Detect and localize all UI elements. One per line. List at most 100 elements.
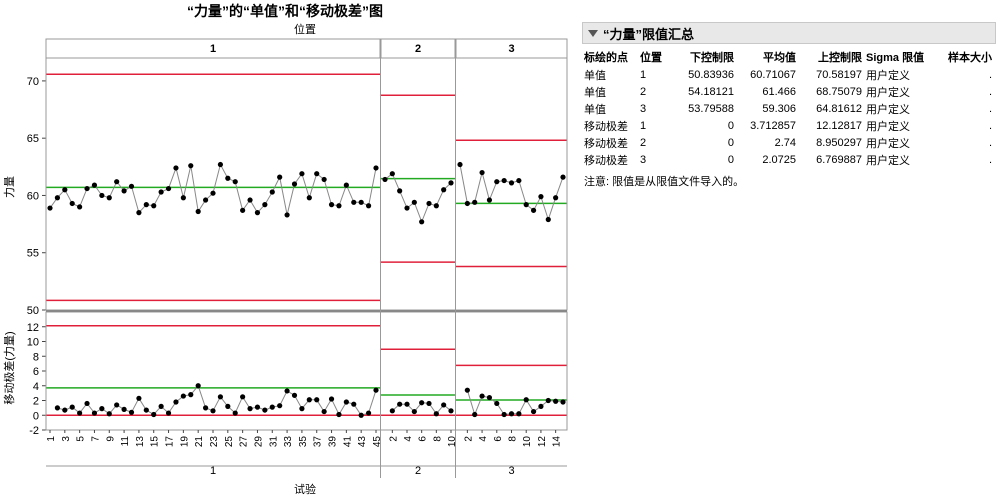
x-tick-label: 41: [342, 436, 353, 448]
individuals-point: [91, 182, 98, 188]
limits-note: 注意: 限值是从限值文件导入的。: [584, 176, 745, 188]
individuals-point: [358, 199, 364, 205]
moving-range-frame: [45, 311, 568, 431]
x-tick-label: 4: [403, 436, 414, 442]
moving-range-y-axis-title: 移动极差(力量): [2, 331, 16, 404]
cell-avg: 2.0725: [762, 153, 796, 166]
individuals-point: [77, 204, 83, 210]
x-tick-label: 8: [508, 436, 519, 442]
moving-range-point: [240, 394, 246, 400]
individuals-point: [306, 195, 312, 201]
individuals-point: [479, 169, 485, 176]
cell-avg: 59.306: [762, 102, 796, 115]
individuals-point: [128, 183, 135, 189]
limits-summary-panel: “力量”限值汇总 标绘的点 位置 下控制限 平均值 上控制限 Sigma 限值 …: [582, 22, 996, 189]
col-position: 位置: [640, 52, 662, 64]
cell-point: 移动极差: [584, 154, 628, 167]
cell-sample-size: .: [988, 68, 992, 81]
individuals-point: [173, 165, 179, 171]
cell-point: 移动极差: [584, 137, 628, 150]
cell-position: 2: [640, 85, 647, 98]
cell-ucl: 68.75079: [816, 85, 862, 98]
cell-sigma: 用户定义: [866, 69, 910, 82]
individuals-point: [441, 187, 447, 193]
individuals-point: [448, 180, 454, 186]
group-axis-title: 位置: [294, 22, 316, 36]
individuals-point: [464, 200, 470, 207]
x-axis-title: 试验: [294, 482, 316, 496]
phase-axis-label: 2: [415, 465, 421, 477]
moving-range-point: [262, 407, 268, 413]
x-tick-label: 43: [357, 436, 368, 448]
limits-table-header: 标绘的点 位置 下控制限 平均值 上控制限 Sigma 限值 样本大小: [584, 48, 996, 66]
x-tick-label: 33: [283, 436, 294, 448]
cell-position: 1: [640, 119, 647, 132]
moving-range-point: [545, 397, 551, 404]
cell-sample-size: .: [988, 85, 992, 98]
individuals-point: [545, 216, 551, 223]
moving-range-point: [404, 401, 410, 407]
moving-range-point: [336, 411, 342, 418]
individuals-point: [538, 194, 544, 200]
moving-range-point: [69, 404, 75, 410]
disclosure-triangle-icon[interactable]: [588, 29, 598, 37]
y-tick-label: -2: [29, 425, 39, 437]
y-tick-label: 65: [27, 133, 39, 145]
moving-range-point: [195, 383, 201, 389]
cell-lcl: 54.18121: [688, 85, 734, 98]
moving-range-point: [523, 397, 529, 403]
cell-position: 2: [640, 136, 647, 149]
individuals-point: [202, 197, 209, 203]
y-tick-label: 4: [33, 381, 39, 393]
individuals-point: [321, 176, 327, 183]
limits-table: 标绘的点 位置 下控制限 平均值 上控制限 Sigma 限值 样本大小 单值 1…: [584, 48, 996, 168]
moving-range-point: [373, 387, 379, 393]
individuals-series-line: [459, 164, 564, 222]
cell-point: 单值: [584, 69, 606, 82]
x-tick-label: 29: [253, 436, 264, 448]
moving-range-point: [516, 411, 522, 417]
x-tick-label: 2: [463, 436, 474, 442]
individuals-point: [240, 207, 246, 213]
col-ucl: 上控制限: [818, 52, 862, 64]
col-sample-size: 样本大小: [948, 52, 992, 64]
moving-range-point: [284, 388, 290, 394]
moving-range-point: [54, 405, 61, 411]
individuals-point: [328, 202, 335, 208]
col-sigma: Sigma 限值: [866, 52, 925, 64]
moving-range-point: [99, 406, 105, 412]
individuals-point: [411, 199, 417, 205]
moving-range-point: [389, 408, 395, 414]
moving-range-point: [472, 411, 478, 418]
individuals-point: [553, 195, 559, 201]
individuals-point: [47, 205, 53, 211]
moving-range-point: [91, 410, 98, 416]
cell-sigma: 用户定义: [866, 120, 910, 133]
individuals-point: [277, 174, 283, 180]
x-tick-label: 3: [61, 436, 72, 442]
individuals-point: [69, 200, 75, 207]
x-tick-label: 4: [478, 436, 489, 442]
phase-header-label: 1: [210, 43, 216, 55]
x-tick-label: 12: [537, 436, 548, 448]
x-tick-label: 13: [135, 436, 146, 448]
x-tick-label: 17: [165, 436, 176, 448]
y-tick-label: 55: [27, 248, 39, 260]
cell-point: 单值: [584, 86, 606, 99]
x-tick-label: 10: [522, 436, 533, 448]
individuals-point: [314, 171, 320, 177]
individuals-point: [397, 188, 403, 194]
moving-range-point: [448, 408, 454, 414]
cell-point: 移动极差: [584, 120, 628, 133]
cell-sample-size: .: [988, 119, 992, 132]
moving-range-point: [508, 411, 515, 417]
individuals-point: [136, 210, 142, 216]
limits-table-row: 单值 2 54.18121 61.466 68.75079 用户定义 .: [584, 83, 996, 100]
moving-range-point: [358, 412, 364, 418]
cell-position: 3: [640, 102, 647, 115]
cell-lcl: 0: [727, 136, 734, 149]
moving-range-point: [397, 401, 403, 407]
cell-ucl: 8.950297: [816, 136, 862, 149]
limits-summary-header[interactable]: “力量”限值汇总: [582, 22, 996, 44]
individuals-point: [382, 176, 388, 183]
